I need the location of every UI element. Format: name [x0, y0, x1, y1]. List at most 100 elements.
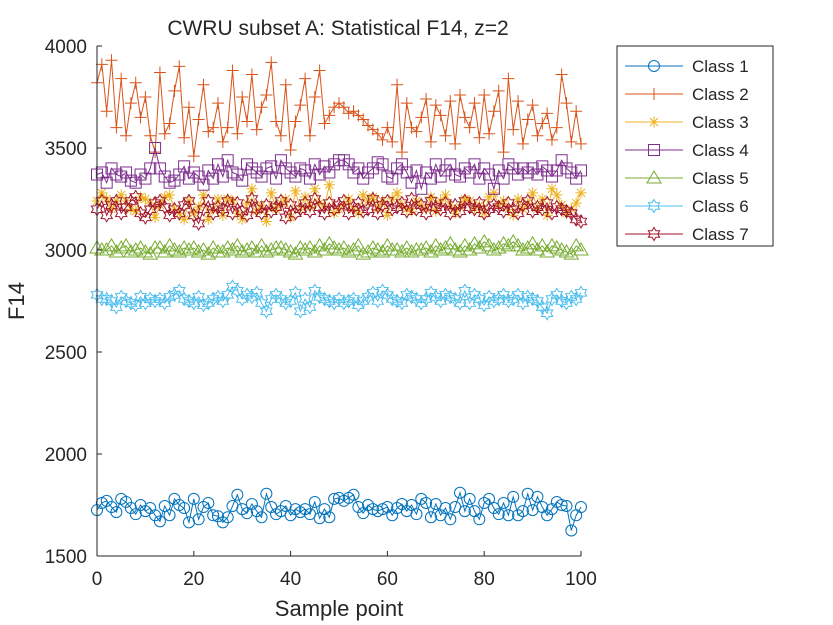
- data-point: [360, 244, 376, 258]
- x-ticks: 0 20 40 60 80 100: [92, 551, 597, 590]
- data-point: [323, 179, 335, 191]
- data-point: [284, 144, 297, 157]
- data-point: [212, 193, 224, 205]
- legend-marker: [648, 116, 660, 128]
- data-point: [519, 239, 536, 254]
- data-point: [129, 189, 143, 205]
- data-point: [166, 242, 183, 256]
- data-point: [163, 509, 176, 522]
- series-6: [90, 279, 588, 321]
- data-point: [444, 158, 457, 171]
- data-point: [350, 237, 367, 252]
- legend-marker: [647, 226, 661, 242]
- data-point: [512, 193, 524, 205]
- series-4: [91, 142, 587, 195]
- data-point: [187, 150, 200, 163]
- data-point: [178, 131, 191, 144]
- data-point: [221, 193, 235, 209]
- data-point: [177, 197, 191, 213]
- data-point: [265, 187, 277, 199]
- data-point: [265, 160, 278, 173]
- data-point: [105, 54, 118, 67]
- data-point: [381, 170, 394, 183]
- data-point: [115, 189, 127, 201]
- data-point: [153, 162, 166, 175]
- data-point: [96, 187, 108, 199]
- data-point: [437, 239, 454, 254]
- data-point: [463, 121, 476, 134]
- data-point: [337, 101, 350, 114]
- data-point: [173, 60, 186, 73]
- data-point: [259, 303, 273, 319]
- data-point: [100, 207, 114, 223]
- data-point: [265, 56, 278, 69]
- data-point: [477, 205, 491, 221]
- data-point: [171, 244, 188, 258]
- data-point: [488, 187, 500, 199]
- legend-item: Class 1: [625, 57, 749, 76]
- data-point: [356, 293, 370, 309]
- data-point: [409, 201, 423, 217]
- data-point: [129, 76, 142, 89]
- data-point: [497, 172, 510, 185]
- data-point: [391, 162, 404, 175]
- data-point: [487, 105, 500, 118]
- data-point: [400, 166, 413, 179]
- data-point: [458, 111, 471, 124]
- data-point: [342, 158, 355, 171]
- data-point: [270, 115, 283, 128]
- data-point: [110, 121, 123, 134]
- data-point: [299, 164, 312, 177]
- data-point: [395, 158, 408, 171]
- data-point: [270, 172, 283, 185]
- series-line: [96, 285, 582, 315]
- data-point: [216, 170, 229, 183]
- data-point: [420, 496, 433, 509]
- data-point: [372, 203, 384, 215]
- data-point: [434, 109, 447, 122]
- data-point: [507, 123, 520, 136]
- data-point: [134, 289, 148, 305]
- data-point: [420, 166, 433, 179]
- data-point: [338, 199, 350, 211]
- data-point: [134, 111, 147, 124]
- data-point: [216, 293, 230, 309]
- y-tick-label: 3000: [45, 241, 87, 262]
- data-point: [337, 154, 350, 167]
- data-point: [109, 193, 123, 209]
- data-point: [323, 109, 336, 122]
- data-point: [361, 289, 375, 305]
- data-point: [120, 166, 133, 179]
- data-point: [100, 494, 113, 507]
- data-point: [127, 242, 144, 256]
- data-point: [439, 164, 452, 177]
- data-point: [148, 293, 162, 309]
- data-point: [303, 299, 317, 315]
- data-point: [381, 121, 394, 134]
- data-point: [424, 135, 437, 148]
- data-point: [110, 168, 123, 181]
- x-tick-label: 80: [474, 569, 495, 590]
- data-point: [269, 199, 283, 215]
- data-point: [345, 242, 362, 256]
- y-axis-label: F14: [4, 282, 29, 320]
- data-point: [347, 488, 360, 501]
- data-point: [502, 158, 515, 171]
- data-point: [401, 203, 413, 215]
- legend-marker: [647, 198, 661, 214]
- data-point: [221, 154, 234, 167]
- data-point: [274, 154, 287, 167]
- data-point: [366, 191, 380, 207]
- data-point: [289, 115, 302, 128]
- data-point: [545, 133, 558, 146]
- data-point: [299, 72, 312, 85]
- data-point: [197, 178, 210, 191]
- data-point: [415, 182, 428, 195]
- data-point: [124, 174, 137, 187]
- data-point: [182, 193, 196, 209]
- data-point: [454, 170, 466, 183]
- data-point: [260, 215, 272, 227]
- data-point: [110, 506, 123, 519]
- data-point: [153, 66, 166, 79]
